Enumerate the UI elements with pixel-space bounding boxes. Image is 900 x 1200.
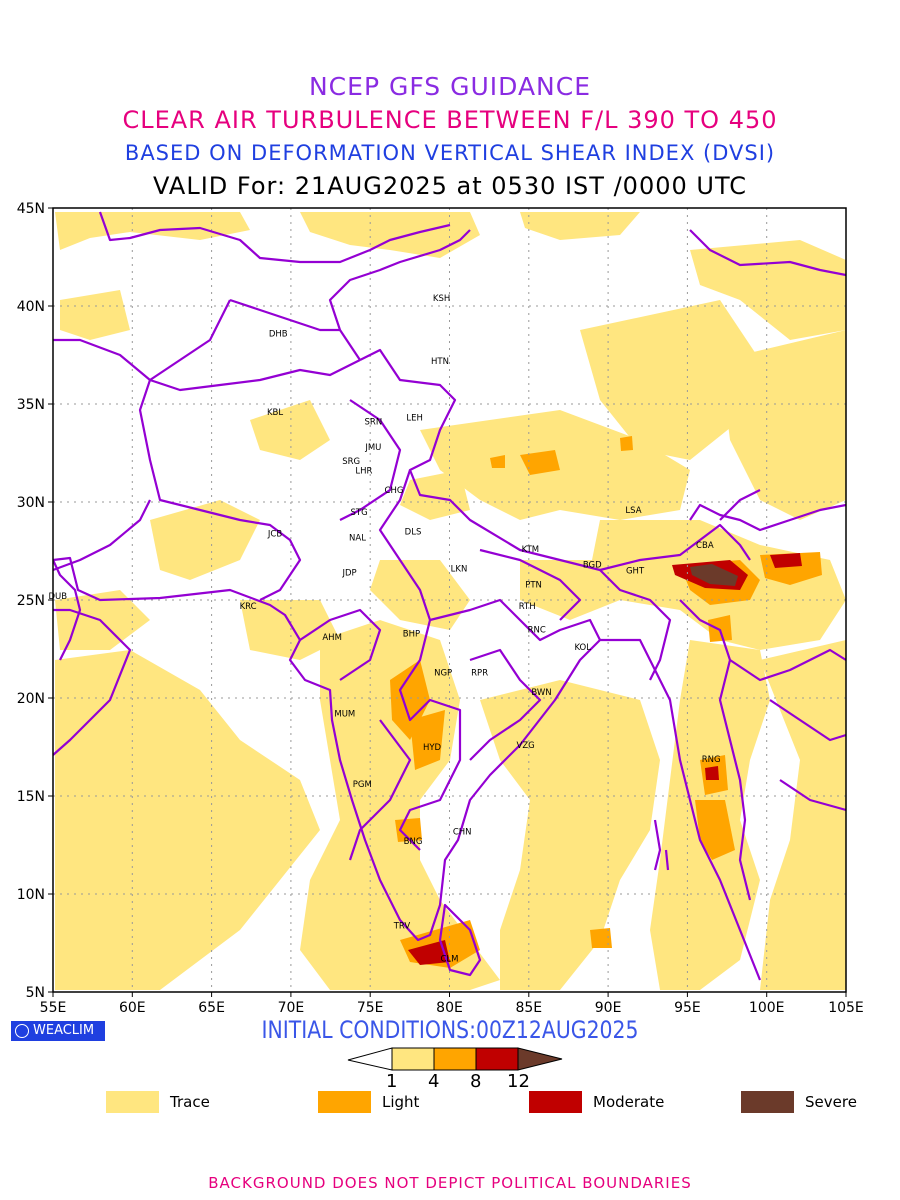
legend-trace-swatch [106, 1091, 159, 1113]
lon-label: 80E [436, 1000, 463, 1016]
station-label-lsa: LSA [625, 506, 641, 516]
station-label-lhr: LHR [355, 467, 372, 477]
station-label-rpr: RPR [471, 669, 488, 679]
station-label-rnc: RNC [528, 625, 546, 635]
station-label-ahm: AHM [322, 633, 342, 643]
station-label-dhb: DHB [269, 329, 288, 339]
colorbar-low-arrow [347, 1047, 393, 1071]
lat-label: 20N [17, 691, 45, 707]
station-label-jmu: JMU [364, 443, 381, 453]
lon-label: 65E [198, 1000, 225, 1016]
legend-severe-label: Severe [805, 1093, 857, 1111]
station-label-krc: KRC [240, 602, 257, 612]
lon-label: 75E [357, 1000, 384, 1016]
station-label-chg: CHG [385, 486, 404, 496]
legend-light-swatch [318, 1091, 371, 1113]
colorbar-tick-12: 12 [507, 1071, 530, 1092]
station-label-kol: KOL [574, 643, 591, 653]
station-label-jcb: JCB [267, 529, 282, 539]
colorbar-tick-8: 8 [470, 1071, 482, 1092]
colorbar-tick-4: 4 [428, 1071, 440, 1092]
title-valid-time: VALID For: 21AUG2025 at 0530 IST /0000 U… [153, 172, 747, 200]
station-label-vzg: VZG [517, 741, 535, 751]
boundary-lines [53, 211, 846, 981]
station-label-bhp: BHP [403, 629, 420, 639]
lon-label: 105E [828, 1000, 864, 1016]
lat-label: 10N [17, 887, 45, 903]
station-label-kbl: KBL [267, 408, 283, 418]
weaclim-badge: WEACLIM [11, 1021, 105, 1041]
title-method: BASED ON DEFORMATION VERTICAL SHEAR INDE… [124, 141, 776, 165]
initial-conditions: INITIAL CONDITIONS:00Z12AUG2025 [261, 1016, 639, 1044]
legend-light-label: Light [382, 1093, 420, 1111]
station-label-mum: MUM [334, 710, 355, 720]
station-label-hyd: HYD [423, 743, 442, 753]
station-label-ksh: KSH [433, 294, 450, 304]
lat-label: 25N [17, 593, 45, 609]
legend-severe-swatch [741, 1091, 794, 1113]
lat-label: 5N [26, 985, 45, 1001]
station-label-chn: CHN [453, 827, 472, 837]
station-label-nal: NAL [349, 533, 366, 543]
colorbar-moderate [475, 1047, 519, 1071]
colorbar-high-arrow [517, 1047, 563, 1071]
station-label-jdp: JDP [341, 569, 356, 579]
colorbar [347, 1047, 563, 1071]
lat-label: 15N [17, 789, 45, 805]
latitude-labels: 45N 40N 35N 30N 25N 20N 15N 10N 5N [17, 201, 45, 1001]
title-model: NCEP GFS GUIDANCE [308, 72, 591, 101]
lon-label: 60E [119, 1000, 146, 1016]
station-label-rth: RTH [519, 602, 536, 612]
colorbar-trace [391, 1047, 435, 1071]
legend-moderate-swatch [529, 1091, 582, 1113]
lon-label: 100E [749, 1000, 785, 1016]
lon-label: 90E [595, 1000, 622, 1016]
station-label-cba: CBA [696, 541, 714, 551]
lon-label: 95E [674, 1000, 701, 1016]
lat-label: 45N [17, 201, 45, 217]
station-label-pgm: PGM [353, 780, 372, 790]
lat-label: 40N [17, 299, 45, 315]
station-label-stg: STG [351, 508, 368, 518]
weaclim-logo-icon [15, 1024, 29, 1038]
station-label-clm: CLM [440, 955, 458, 965]
station-label-ngp: NGP [434, 669, 452, 679]
legend-trace-label: Trace [170, 1093, 210, 1111]
station-label-htn: HTN [431, 357, 449, 367]
station-label-bwn: BWN [531, 688, 551, 698]
station-label-ktm: KTM [522, 545, 539, 555]
badge-label: WEACLIM [33, 1023, 95, 1038]
severe-areas [690, 564, 738, 586]
disclaimer-footer: BACKGROUND DOES NOT DEPICT POLITICAL BOU… [208, 1174, 692, 1192]
longitude-labels: 55E 60E 65E 70E 75E 80E 85E 90E 95E 100E 105E [40, 1000, 864, 1016]
station-label-bng: BNG [404, 837, 423, 847]
station-label-lkn: LKN [451, 565, 468, 575]
lon-label: 55E [40, 1000, 67, 1016]
station-label-trv: TRV [393, 921, 411, 931]
station-label-bgd: BGD [583, 561, 602, 571]
legend-moderate-label: Moderate [593, 1093, 665, 1111]
station-label-ptn: PTN [525, 580, 542, 590]
station-label-rng: RNG [702, 755, 721, 765]
title-product: CLEAR AIR TURBULENCE BETWEEN F/L 390 TO … [122, 106, 778, 134]
station-label-dls: DLS [405, 527, 422, 537]
lat-label: 30N [17, 495, 45, 511]
turbulence-shading [55, 212, 846, 990]
station-label-dub: DUB [48, 592, 67, 602]
station-label-leh: LEH [406, 414, 423, 424]
lon-label: 85E [515, 1000, 542, 1016]
colorbar-light [433, 1047, 477, 1071]
station-label-srn: SRN [365, 418, 383, 428]
lon-label: 70E [278, 1000, 305, 1016]
colorbar-tick-1: 1 [386, 1071, 398, 1092]
station-label-ght: GHT [626, 567, 645, 577]
axis-ticks [48, 207, 847, 997]
station-label-srg: SRG [342, 457, 360, 467]
lat-label: 35N [17, 397, 45, 413]
